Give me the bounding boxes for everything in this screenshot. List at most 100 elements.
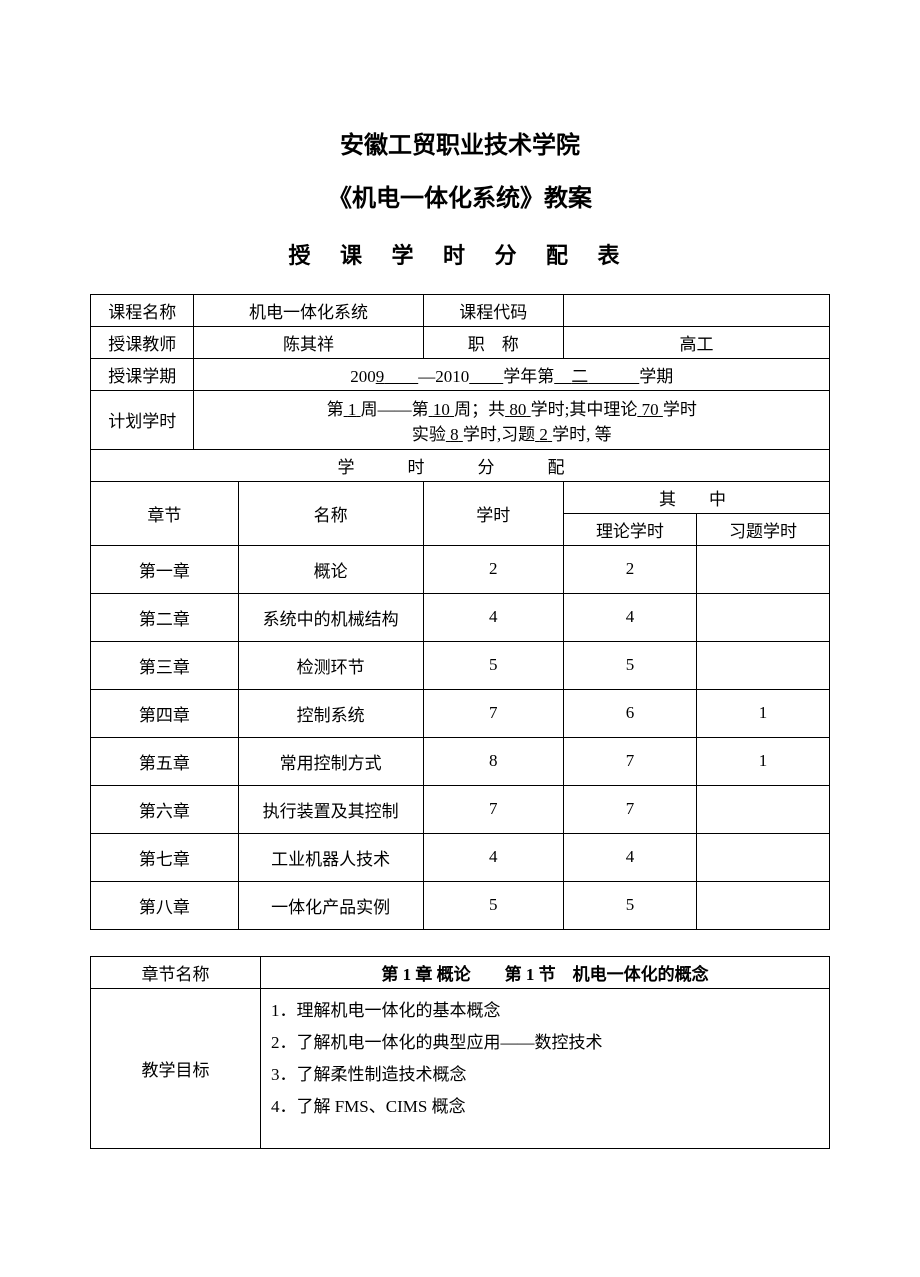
cell-chapter: 第二章	[91, 593, 239, 641]
cell-chapter: 第四章	[91, 689, 239, 737]
cell-theory: 4	[563, 833, 696, 881]
cell-name: 系统中的机械结构	[238, 593, 423, 641]
cell-exercise	[696, 785, 829, 833]
term-pad4	[588, 367, 639, 386]
table-row: 第七章工业机器人技术44	[91, 833, 830, 881]
value-teacher: 陈其祥	[194, 326, 423, 358]
cell-exercise	[696, 881, 829, 929]
cell-exercise	[696, 833, 829, 881]
value-course-code	[563, 294, 829, 326]
info-row-term: 授课学期 2009 —2010 学年第 二 学期	[91, 358, 830, 390]
cell-hours: 7	[423, 689, 563, 737]
table-row: 第二章系统中的机械结构44	[91, 593, 830, 641]
plan-p6: 实验	[412, 425, 446, 444]
label-title: 职 称	[423, 326, 563, 358]
plan-w1: 1	[344, 400, 361, 419]
course-title: 《机电一体化系统》教案	[90, 173, 830, 226]
table-row: 第八章一体化产品实例55	[91, 881, 830, 929]
cell-theory: 5	[563, 881, 696, 929]
objective-line: 3．了解柔性制造技术概念	[271, 1059, 819, 1091]
cell-hours: 5	[423, 881, 563, 929]
cell-exercise: 1	[696, 737, 829, 785]
term-no: 二	[571, 367, 588, 386]
cell-exercise	[696, 545, 829, 593]
label-objectives: 教学目标	[91, 988, 261, 1148]
cell-name: 检测环节	[238, 641, 423, 689]
plan-p2: 周——第	[361, 400, 429, 419]
cell-name: 概论	[238, 545, 423, 593]
cell-chapter: 第三章	[91, 641, 239, 689]
cell-exercise	[696, 593, 829, 641]
col-chapter: 章节	[91, 481, 239, 545]
table-row: 第六章执行装置及其控制77	[91, 785, 830, 833]
cell-hours: 5	[423, 641, 563, 689]
plan-p7: 学时,习题	[463, 425, 535, 444]
term-pad2	[469, 367, 503, 386]
value-chapter-title: 第 1 章 概论 第 1 节 机电一体化的概念	[260, 956, 829, 988]
info-row-plan: 计划学时 第 1 周——第 10 周；共 80 学时;其中理论 70 学时 实验…	[91, 390, 830, 449]
plan-w2-v: 10	[433, 400, 450, 419]
table-row: 第四章控制系统761	[91, 689, 830, 737]
term-pad1	[384, 367, 418, 386]
cell-chapter: 第六章	[91, 785, 239, 833]
label-term: 授课学期	[91, 358, 194, 390]
cell-theory: 4	[563, 593, 696, 641]
info-row-teacher: 授课教师 陈其祥 职 称 高工	[91, 326, 830, 358]
value-title: 高工	[563, 326, 829, 358]
detail-row-objectives: 教学目标 1．理解机电一体化的基本概念2．了解机电一体化的典型应用——数控技术3…	[91, 988, 830, 1148]
term-mid2: 学年第	[503, 367, 554, 386]
label-teacher: 授课教师	[91, 326, 194, 358]
cell-theory: 7	[563, 737, 696, 785]
label-course-code: 课程代码	[423, 294, 563, 326]
detail-table: 章节名称 第 1 章 概论 第 1 节 机电一体化的概念 教学目标 1．理解机电…	[90, 956, 830, 1149]
cell-theory: 6	[563, 689, 696, 737]
label-plan: 计划学时	[91, 390, 194, 449]
cell-name: 执行装置及其控制	[238, 785, 423, 833]
cell-hours: 7	[423, 785, 563, 833]
col-name: 名称	[238, 481, 423, 545]
term-pre: 200	[350, 367, 376, 386]
cell-theory: 2	[563, 545, 696, 593]
section-gap	[90, 930, 830, 956]
plan-p4: 学时;其中理论	[531, 400, 638, 419]
term-suf: 学期	[639, 367, 673, 386]
value-plan: 第 1 周——第 10 周；共 80 学时;其中理论 70 学时 实验 8 学时…	[194, 390, 830, 449]
info-row-course: 课程名称 机电一体化系统 课程代码	[91, 294, 830, 326]
plan-eh: 8	[446, 425, 463, 444]
value-term: 2009 —2010 学年第 二 学期	[194, 358, 830, 390]
plan-w1-v: 1	[348, 400, 357, 419]
cell-hours: 8	[423, 737, 563, 785]
cell-name: 控制系统	[238, 689, 423, 737]
table-title-text: 授 课 学 时 分 配 表	[288, 243, 631, 268]
col-hours: 学时	[423, 481, 563, 545]
plan-p1: 第	[327, 400, 344, 419]
cell-chapter: 第七章	[91, 833, 239, 881]
col-theory: 理论学时	[563, 513, 696, 545]
cell-theory: 5	[563, 641, 696, 689]
cell-hours: 4	[423, 593, 563, 641]
plan-th-v: 70	[642, 400, 659, 419]
alloc-body: 第一章概论22第二章系统中的机械结构44第三章检测环节55第四章控制系统761第…	[91, 545, 830, 929]
objective-line: 4．了解 FMS、CIMS 概念	[271, 1091, 819, 1123]
term-pad3	[554, 367, 571, 386]
plan-h-v: 80	[509, 400, 526, 419]
cell-theory: 7	[563, 785, 696, 833]
cell-chapter: 第五章	[91, 737, 239, 785]
allocation-table: 课程名称 机电一体化系统 课程代码 授课教师 陈其祥 职 称 高工 授课学期 2…	[90, 294, 830, 930]
cell-chapter: 第一章	[91, 545, 239, 593]
school-name: 安徽工贸职业技术学院	[90, 120, 830, 173]
label-chapter-name: 章节名称	[91, 956, 261, 988]
plan-p3: 周；共	[454, 400, 505, 419]
cell-hours: 4	[423, 833, 563, 881]
objective-line: 1．理解机电一体化的基本概念	[271, 995, 819, 1027]
plan-w2: 10	[429, 400, 455, 419]
cell-name: 工业机器人技术	[238, 833, 423, 881]
cell-exercise	[696, 641, 829, 689]
cell-name: 一体化产品实例	[238, 881, 423, 929]
alloc-col-header-1: 章节 名称 学时 其 中	[91, 481, 830, 513]
col-inside: 其 中	[563, 481, 829, 513]
table-row: 第一章概论22	[91, 545, 830, 593]
table-row: 第三章检测环节55	[91, 641, 830, 689]
term-mid: —2010	[418, 367, 469, 386]
cell-exercise: 1	[696, 689, 829, 737]
